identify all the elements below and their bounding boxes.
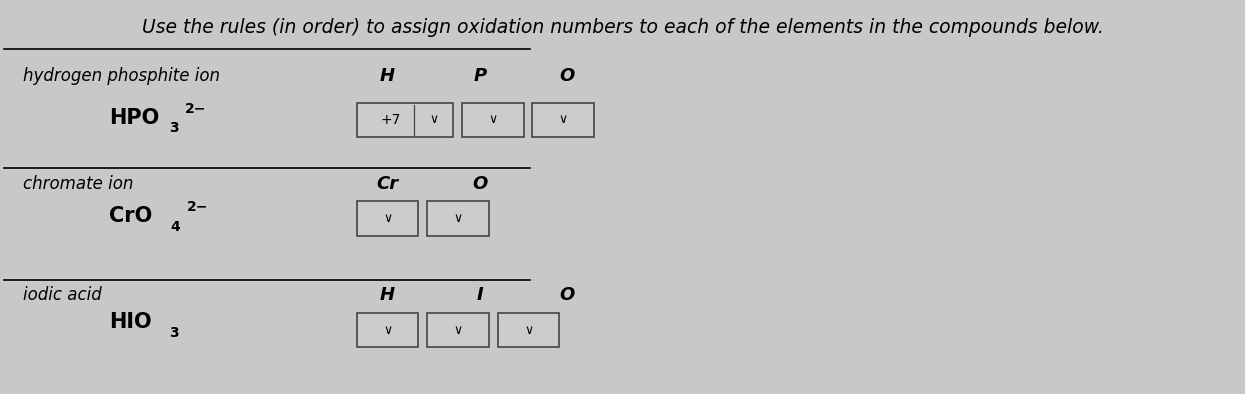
Text: ∨: ∨ xyxy=(453,212,463,225)
Text: ∨: ∨ xyxy=(383,323,392,336)
FancyBboxPatch shape xyxy=(498,313,559,348)
Text: ∨: ∨ xyxy=(430,113,438,126)
FancyBboxPatch shape xyxy=(356,102,453,137)
Text: O: O xyxy=(473,175,488,193)
FancyBboxPatch shape xyxy=(427,313,489,348)
Text: 2−: 2− xyxy=(184,102,207,116)
Text: ∨: ∨ xyxy=(453,323,463,336)
Text: 3: 3 xyxy=(168,121,178,136)
FancyBboxPatch shape xyxy=(356,313,418,348)
Text: ∨: ∨ xyxy=(488,113,497,126)
Text: ∨: ∨ xyxy=(524,323,533,336)
Text: ∨: ∨ xyxy=(559,113,568,126)
Text: +7: +7 xyxy=(380,113,401,127)
Text: 2−: 2− xyxy=(187,201,209,214)
Text: I: I xyxy=(477,286,483,304)
Text: CrO: CrO xyxy=(110,206,153,226)
Text: ∨: ∨ xyxy=(383,212,392,225)
Text: HPO: HPO xyxy=(110,108,159,128)
FancyBboxPatch shape xyxy=(427,201,489,236)
FancyBboxPatch shape xyxy=(532,102,594,137)
Text: H: H xyxy=(380,67,395,85)
Text: O: O xyxy=(559,286,574,304)
Text: P: P xyxy=(473,67,487,85)
Text: Use the rules (in order) to assign oxidation numbers to each of the elements in : Use the rules (in order) to assign oxida… xyxy=(142,18,1103,37)
Text: Cr: Cr xyxy=(376,175,398,193)
Text: HIO: HIO xyxy=(110,312,152,333)
Text: 3: 3 xyxy=(168,326,178,340)
Text: iodic acid: iodic acid xyxy=(22,286,101,304)
Text: 4: 4 xyxy=(169,220,179,234)
Text: H: H xyxy=(380,286,395,304)
Text: hydrogen phosphite ion: hydrogen phosphite ion xyxy=(22,67,219,85)
Text: O: O xyxy=(559,67,574,85)
FancyBboxPatch shape xyxy=(462,102,524,137)
FancyBboxPatch shape xyxy=(356,201,418,236)
Text: chromate ion: chromate ion xyxy=(22,175,133,193)
